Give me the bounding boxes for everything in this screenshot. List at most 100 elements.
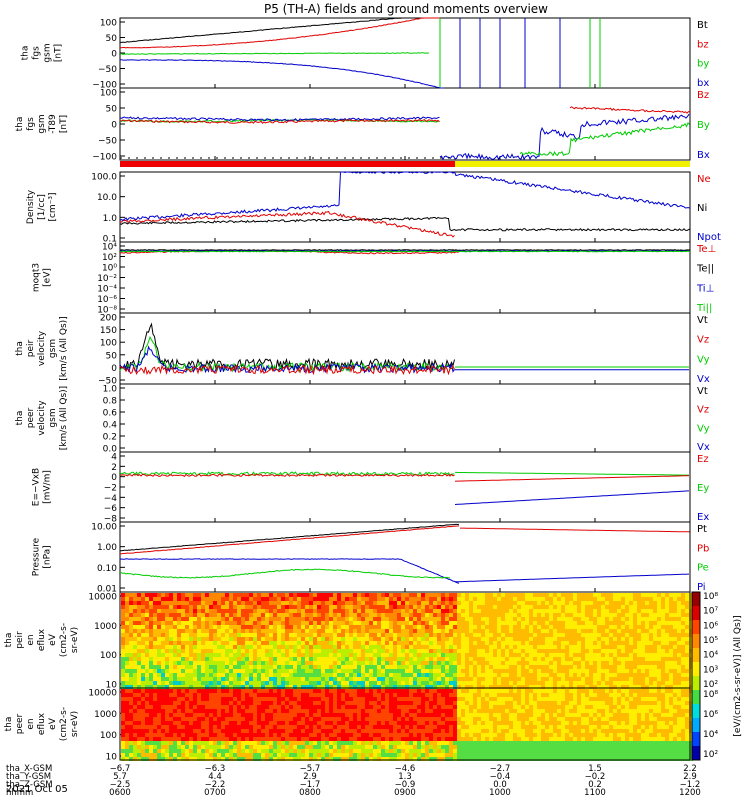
y-axis-label: tha: [21, 46, 31, 61]
heatmap-cell: [541, 629, 545, 633]
heatmap-cell: [621, 669, 625, 673]
heatmap-cell: [229, 705, 233, 709]
heatmap-cell: [281, 697, 285, 701]
heatmap-cell: [229, 641, 233, 645]
heatmap-cell: [209, 645, 213, 649]
heatmap-cell: [517, 633, 521, 637]
heatmap-cell: [453, 593, 457, 597]
heatmap-cell: [313, 625, 317, 629]
heatmap-cell: [353, 605, 357, 609]
heatmap-cell: [637, 653, 641, 657]
heatmap-cell: [549, 657, 553, 661]
heatmap-cell: [205, 661, 209, 665]
heatmap-cell: [529, 645, 533, 649]
heatmap-cell: [277, 673, 281, 677]
heatmap-cell: [165, 637, 169, 641]
heatmap-cell: [409, 645, 413, 649]
heatmap-cell: [437, 669, 441, 673]
heatmap-cell: [373, 741, 377, 745]
heatmap-cell: [421, 661, 425, 665]
heatmap-cell: [201, 717, 205, 721]
heatmap-cell: [353, 677, 357, 681]
heatmap-cell: [269, 641, 273, 645]
heatmap-cell: [245, 705, 249, 709]
heatmap-cell: [557, 617, 561, 621]
heatmap-cell: [413, 617, 417, 621]
heatmap-cell: [449, 649, 453, 653]
heatmap-cell: [357, 673, 361, 677]
heatmap-cell: [417, 649, 421, 653]
heatmap-cell: [321, 737, 325, 741]
heatmap-cell: [153, 613, 157, 617]
heatmap-cell: [565, 601, 569, 605]
heatmap-cell: [321, 649, 325, 653]
heatmap-cell: [213, 697, 217, 701]
heatmap-cell: [233, 641, 237, 645]
heatmap-cell: [233, 745, 237, 749]
heatmap-cell: [181, 641, 185, 645]
heatmap-cell: [285, 741, 289, 745]
heatmap-cell: [601, 669, 605, 673]
heatmap-cell: [477, 609, 481, 613]
heatmap-cell: [261, 657, 265, 661]
heatmap-cell: [169, 609, 173, 613]
heatmap-cell: [321, 629, 325, 633]
heatmap-cell: [289, 629, 293, 633]
heatmap-cell: [165, 681, 169, 685]
heatmap-cell: [493, 677, 497, 681]
heatmap-cell: [357, 677, 361, 681]
heatmap-cell: [205, 701, 209, 705]
heatmap-cell: [161, 701, 165, 705]
heatmap-cell: [681, 601, 685, 605]
heatmap-cell: [237, 665, 241, 669]
heatmap-cell: [317, 597, 321, 601]
y-axis-label: tha: [4, 633, 14, 648]
heatmap-cell: [621, 673, 625, 677]
heatmap-cell: [401, 609, 405, 613]
heatmap-cell: [265, 749, 269, 753]
heatmap-cell: [389, 741, 393, 745]
heatmap-cell: [257, 745, 261, 749]
heatmap-cell: [189, 657, 193, 661]
heatmap-cell: [365, 657, 369, 661]
heatmap-cell: [377, 745, 381, 749]
heatmap-cell: [525, 609, 529, 613]
heatmap-cell: [353, 753, 357, 757]
heatmap-cell: [533, 645, 537, 649]
heatmap-cell: [249, 677, 253, 681]
heatmap-cell: [297, 717, 301, 721]
heatmap-cell: [425, 629, 429, 633]
heatmap-cell: [409, 625, 413, 629]
heatmap-cell: [317, 673, 321, 677]
y-tick-label: −50: [98, 65, 117, 75]
heatmap-cell: [241, 713, 245, 717]
heatmap-cell: [197, 593, 201, 597]
heatmap-cell: [365, 601, 369, 605]
heatmap-cell: [333, 709, 337, 713]
heatmap-cell: [133, 629, 137, 633]
heatmap-cell: [469, 593, 473, 597]
heatmap-cell: [129, 629, 133, 633]
heatmap-cell: [325, 649, 329, 653]
heatmap-cell: [345, 605, 349, 609]
heatmap-cell: [365, 709, 369, 713]
heatmap-cell: [505, 677, 509, 681]
heatmap-cell: [221, 629, 225, 633]
heatmap-cell: [217, 661, 221, 665]
heatmap-cell: [341, 737, 345, 741]
heatmap-cell: [537, 633, 541, 637]
heatmap-cell: [289, 741, 293, 745]
heatmap-cell: [553, 653, 557, 657]
heatmap-cell: [465, 617, 469, 621]
heatmap-cell: [241, 665, 245, 669]
legend-label: Vy: [697, 354, 710, 365]
heatmap-cell: [309, 665, 313, 669]
heatmap-cell: [357, 729, 361, 733]
heatmap-cell: [649, 613, 653, 617]
heatmap-cell: [681, 605, 685, 609]
heatmap-cell: [581, 673, 585, 677]
heatmap-cell: [273, 749, 277, 753]
series-te-par: [120, 250, 690, 251]
heatmap-cell: [313, 725, 317, 729]
heatmap-cell: [385, 713, 389, 717]
